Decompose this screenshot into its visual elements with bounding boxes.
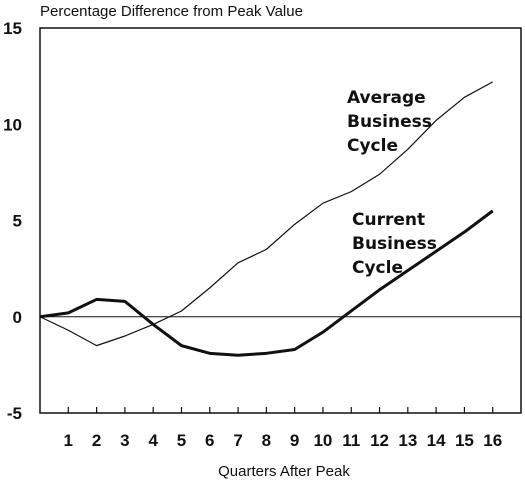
y-tick-label: -5 — [7, 404, 22, 423]
x-axis-title: Quarters After Peak — [218, 463, 350, 480]
x-tick-label: 11 — [342, 431, 360, 450]
x-tick-marks — [67, 407, 494, 413]
y-axis-title: Percentage Difference from Peak Value — [40, 3, 303, 20]
y-tick-labels: -5 0 5 10 15 — [3, 19, 22, 423]
series-annotation-line: Business — [352, 234, 437, 254]
x-tick-label: 16 — [483, 431, 502, 450]
x-tick-label: 7 — [233, 431, 242, 450]
plot-frame — [39, 27, 522, 414]
current-cycle-line — [39, 209, 494, 357]
series-annotations: Average Business Cycle Current Business Cycle — [347, 88, 437, 278]
x-tick-label: 10 — [313, 431, 332, 450]
series-layer — [39, 81, 494, 357]
series-annotation-line: Current — [352, 210, 425, 230]
x-tick-label: 12 — [370, 431, 389, 450]
series-annotation-line: Cycle — [347, 136, 398, 156]
x-tick-label: 5 — [177, 431, 186, 450]
series-annotation-line: Average — [347, 88, 426, 108]
x-tick-label: 9 — [290, 431, 299, 450]
x-tick-label: 15 — [455, 431, 474, 450]
x-tick-label: 13 — [398, 431, 417, 450]
x-tick-label: 8 — [262, 431, 271, 450]
y-tick-label: 15 — [3, 19, 22, 38]
x-tick-label: 3 — [120, 431, 129, 450]
x-tick-label: 1 — [64, 431, 73, 450]
series-annotation-line: Cycle — [352, 258, 403, 278]
series-annotation-line: Business — [347, 112, 432, 132]
x-tick-label: 14 — [427, 431, 446, 450]
x-tick-label: 4 — [148, 431, 158, 450]
x-tick-label: 2 — [92, 431, 101, 450]
average-cycle-line — [39, 81, 493, 347]
y-tick-label: 10 — [3, 115, 22, 134]
y-tick-label: 0 — [13, 308, 22, 327]
y-tick-label: 5 — [13, 212, 22, 231]
x-tick-labels: 1 2 3 4 5 6 7 8 9 10 11 12 13 14 15 16 — [64, 431, 503, 450]
x-tick-label: 6 — [205, 431, 214, 450]
